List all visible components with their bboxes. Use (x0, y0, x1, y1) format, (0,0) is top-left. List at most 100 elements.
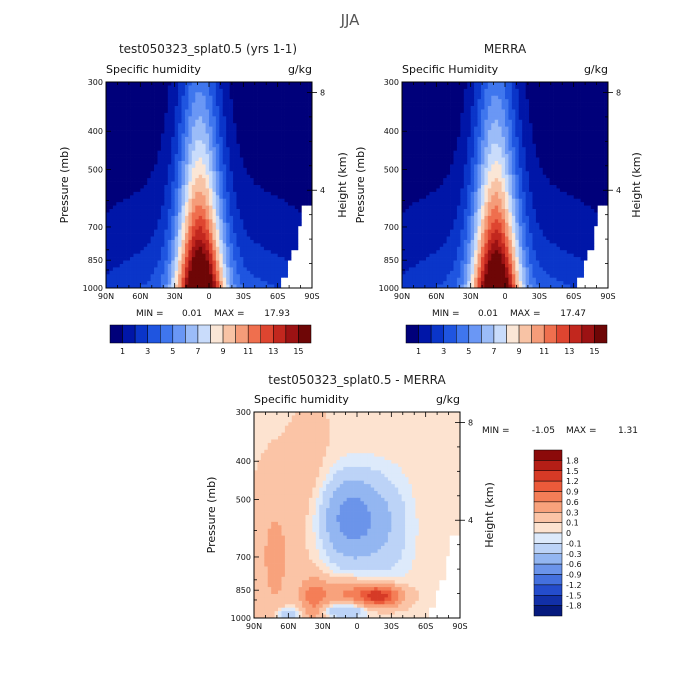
heatmap-cell (604, 130, 609, 134)
heatmap-cell (239, 233, 244, 237)
heatmap-cell (209, 195, 213, 200)
heatmap-cell (463, 95, 468, 100)
heatmap-cell (233, 277, 237, 282)
heatmap-cell (236, 270, 241, 275)
heatmap-cell (215, 188, 220, 193)
heatmap-cell (590, 102, 595, 107)
heatmap-cell (470, 119, 475, 124)
heatmap-cell (494, 112, 499, 117)
heatmap-cell (432, 136, 437, 141)
heatmap-cell (270, 239, 275, 244)
heatmap-cell (291, 85, 296, 90)
heatmap-cell (171, 263, 176, 268)
heatmap-cell (123, 209, 127, 213)
heatmap-cell (147, 92, 151, 97)
heatmap-cell (154, 82, 158, 86)
heatmap-cell (284, 92, 289, 97)
heatmap-cell (573, 109, 578, 114)
heatmap-cell (405, 143, 410, 148)
heatmap-cell (277, 243, 282, 248)
heatmap-cell (130, 274, 134, 279)
heatmap-cell (432, 133, 437, 138)
heatmap-cell (167, 195, 172, 200)
heatmap-cell (147, 102, 151, 107)
heatmap-cell (243, 274, 248, 279)
heatmap-cell (587, 88, 592, 93)
colorbar-label: 13 (268, 347, 278, 356)
heatmap-cell (164, 154, 169, 158)
heatmap-cell (233, 215, 237, 220)
heatmap-cell (219, 102, 224, 107)
heatmap-cell (480, 82, 485, 86)
heatmap-cell (126, 246, 131, 251)
heatmap-cell (443, 106, 447, 110)
heatmap-cell (195, 147, 200, 152)
heatmap-cell (484, 92, 489, 97)
heatmap-cell (219, 260, 224, 265)
heatmap-cell (130, 236, 134, 241)
heatmap-cell (236, 185, 241, 189)
heatmap-cell (301, 126, 306, 131)
heatmap-cell (253, 112, 258, 117)
heatmap-cell (277, 188, 282, 193)
heatmap-cell (436, 106, 441, 110)
heatmap-cell (167, 119, 172, 124)
heatmap-cell (140, 130, 145, 134)
heatmap-cell (133, 154, 138, 158)
heatmap-cell (253, 284, 258, 289)
heatmap-cell (250, 150, 254, 155)
colorbar-swatch (210, 324, 224, 344)
heatmap-cell (233, 253, 237, 258)
heatmap-cell (405, 150, 410, 155)
heatmap-cell (198, 202, 203, 206)
heatmap-cell (263, 164, 268, 169)
heatmap-cell (147, 274, 151, 279)
heatmap-cell (174, 147, 179, 152)
heatmap-cell (270, 202, 275, 206)
heatmap-cell (419, 136, 423, 141)
heatmap-cell (291, 205, 296, 210)
heatmap-cell (219, 160, 224, 165)
heatmap-cell (226, 160, 230, 165)
heatmap-cell (583, 140, 588, 145)
heatmap-cell (246, 191, 251, 196)
heatmap-cell (140, 160, 145, 165)
heatmap-cell (243, 277, 248, 282)
heatmap-cell (563, 99, 568, 103)
heatmap-cell (181, 215, 186, 220)
heatmap-cell (150, 181, 155, 186)
heatmap-cell (226, 246, 230, 251)
heatmap-cell (270, 229, 275, 234)
heatmap-cell (274, 99, 279, 103)
heatmap-cell (301, 274, 306, 279)
heatmap-cell (130, 270, 134, 275)
heatmap-cell (508, 133, 513, 138)
heatmap-cell (408, 92, 413, 97)
heatmap-cell (174, 174, 179, 179)
heatmap-cell (597, 123, 602, 127)
heatmap-cell (566, 123, 571, 127)
heatmap-cell (188, 246, 193, 251)
heatmap-cell (106, 136, 110, 141)
heatmap-cell (274, 198, 279, 203)
heatmap-cell (446, 92, 451, 97)
heatmap-cell (229, 95, 234, 100)
heatmap-cell (198, 185, 203, 189)
heatmap-cell (143, 191, 148, 196)
heatmap-cell (508, 95, 513, 100)
colorbar-swatch (298, 324, 312, 344)
heatmap-cell (198, 229, 203, 234)
heatmap-cell (188, 116, 193, 121)
heatmap-cell (429, 88, 434, 93)
heatmap-cell (263, 178, 268, 182)
heatmap-cell (456, 143, 461, 148)
heatmap-cell (136, 257, 141, 261)
heatmap-cell (119, 174, 124, 179)
heatmap-cell (178, 277, 182, 282)
heatmap-cell (274, 116, 279, 121)
heatmap-cell (126, 229, 131, 234)
heatmap-cell (233, 147, 237, 152)
heatmap-cell (150, 263, 155, 268)
heatmap-cell (583, 147, 588, 152)
heatmap-cell (136, 209, 141, 213)
